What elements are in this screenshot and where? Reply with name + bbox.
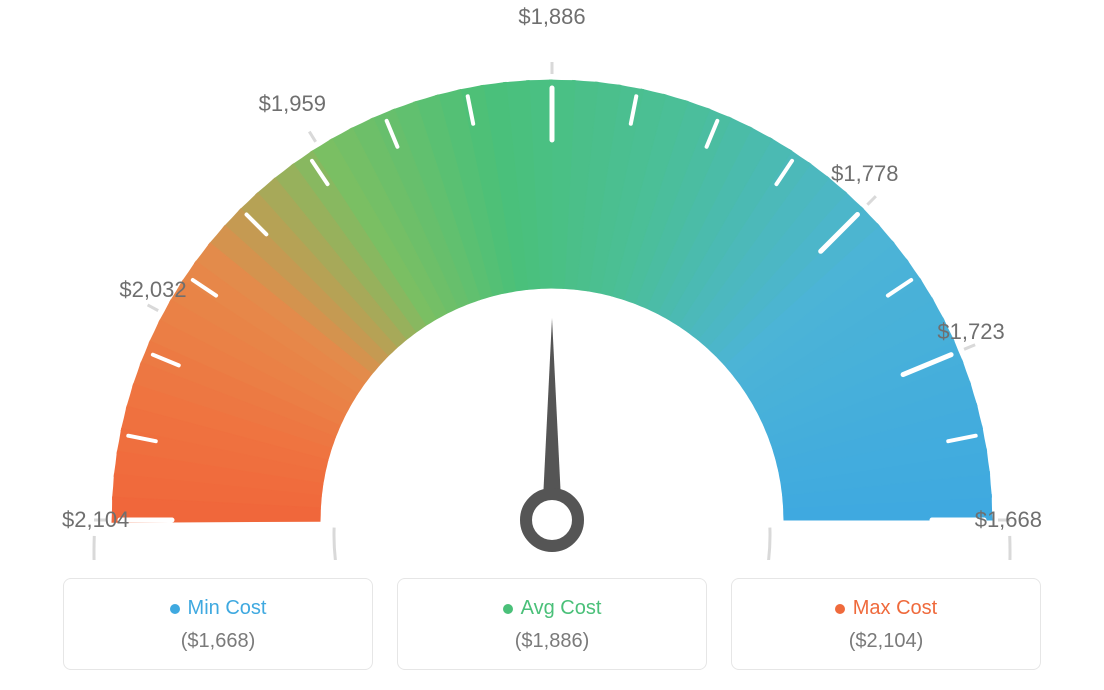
legend-row: Min Cost ($1,668) Avg Cost ($1,886) Max … xyxy=(0,578,1104,670)
gauge-tick-label: $1,778 xyxy=(831,161,898,187)
legend-value-max: ($2,104) xyxy=(752,630,1020,653)
legend-label-min: Min Cost xyxy=(188,597,267,620)
legend-label-avg: Avg Cost xyxy=(521,597,602,620)
legend-label-max: Max Cost xyxy=(853,597,937,620)
legend-value-avg: ($1,886) xyxy=(418,630,686,653)
cost-gauge: $1,668 $1,723 $1,778 $1,886 $1,959 $2,032 $2,1… xyxy=(0,0,1104,560)
gauge-tick-label: $1,886 xyxy=(518,4,585,30)
legend-value-min: ($1,668) xyxy=(84,630,352,653)
legend-card-max: Max Cost ($2,104) xyxy=(731,578,1041,670)
gauge-tick-label: $1,668 xyxy=(975,507,1042,533)
gauge-tick-label: $1,959 xyxy=(259,91,326,117)
gauge-tick-label: $2,104 xyxy=(62,507,129,533)
legend-card-min: Min Cost ($1,668) xyxy=(63,578,373,670)
dot-icon xyxy=(503,604,513,614)
gauge-tick-label: $1,723 xyxy=(937,319,1004,345)
dot-icon xyxy=(170,604,180,614)
legend-card-avg: Avg Cost ($1,886) xyxy=(397,578,707,670)
gauge-tick-label: $2,032 xyxy=(119,277,186,303)
dot-icon xyxy=(835,604,845,614)
